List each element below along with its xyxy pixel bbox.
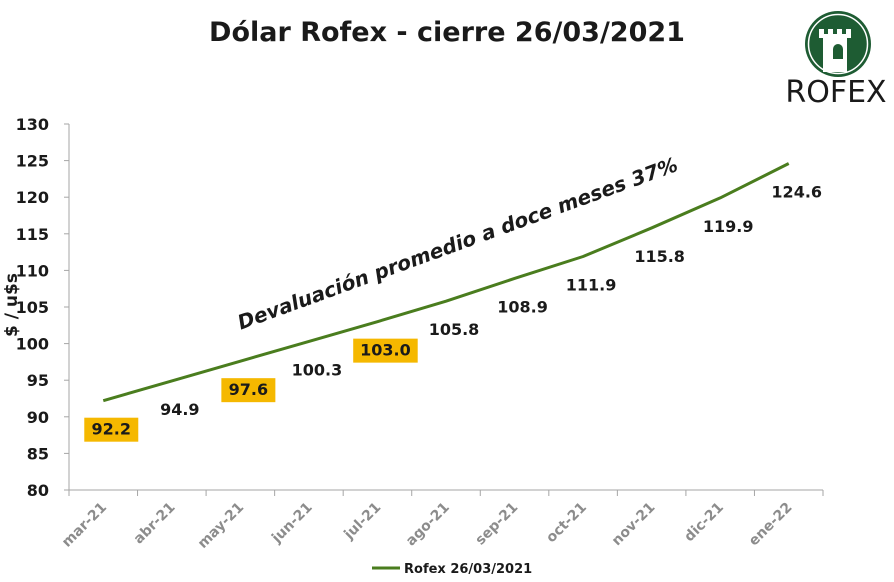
y-tick-label: 80 — [27, 481, 49, 500]
x-tick-label: mar-21 — [59, 500, 110, 551]
y-tick-label: 110 — [16, 261, 49, 280]
data-label: 124.6 — [771, 183, 822, 202]
x-tick-label: dic-21 — [681, 500, 727, 546]
x-tick-label: ene-22 — [746, 500, 796, 550]
data-label: 97.6 — [229, 380, 268, 399]
x-tick-label: ago-21 — [403, 500, 453, 550]
series-group — [102, 162, 790, 403]
x-tick-label: nov-21 — [609, 500, 659, 550]
rofex-logo: ROFEX — [785, 11, 887, 110]
x-tick-label: abr-21 — [131, 500, 179, 548]
data-label: 115.8 — [634, 247, 685, 266]
data-label: 111.9 — [566, 275, 617, 294]
series-line — [102, 162, 790, 403]
y-tick-label: 100 — [16, 335, 49, 354]
x-tick-label: jul-21 — [341, 500, 385, 544]
data-label: 108.9 — [497, 297, 548, 316]
y-tick-label: 125 — [16, 152, 49, 171]
legend: Rofex 26/03/2021 — [372, 562, 532, 577]
y-tick-label: 120 — [16, 188, 49, 207]
x-tick-label: may-21 — [195, 500, 247, 552]
y-tick-label: 130 — [16, 115, 49, 134]
y-tick-label: 85 — [27, 444, 49, 463]
legend-label: Rofex 26/03/2021 — [404, 562, 532, 577]
x-tick-label: sep-21 — [472, 500, 521, 549]
data-label: 100.3 — [292, 360, 343, 379]
data-label: 92.2 — [92, 420, 131, 439]
data-label-highlight — [84, 417, 139, 442]
data-label: 103.0 — [360, 341, 411, 360]
y-axis: 80 85 90 95 100 105 110 115 120 125 130 — [16, 115, 70, 500]
logo-wordmark: ROFEX — [785, 75, 886, 110]
data-label: 119.9 — [703, 217, 754, 236]
data-labels: 92.2 94.9 97.6 100.3 103.0 105.8 108.9 111.9 115… — [84, 183, 822, 442]
data-label: 94.9 — [160, 400, 199, 419]
x-axis: mar-21 abr-21 may-21 jun-21 jul-21 ago-21 sep-… — [59, 489, 824, 552]
x-tick-label: oct-21 — [543, 500, 590, 547]
y-tick-label: 105 — [16, 298, 49, 317]
data-label-highlight — [353, 338, 418, 363]
y-tick-label: 115 — [16, 225, 49, 244]
chart-title: Dólar Rofex - cierre 26/03/2021 — [209, 17, 685, 48]
castle-tower-icon — [805, 11, 871, 77]
y-tick-label: 90 — [27, 408, 49, 427]
x-tick-label: jun-21 — [268, 500, 315, 547]
data-label-highlight — [221, 378, 276, 403]
y-tick-label: 95 — [27, 371, 49, 390]
y-axis-label: $ / u$s — [2, 273, 22, 337]
data-label: 105.8 — [429, 320, 480, 339]
